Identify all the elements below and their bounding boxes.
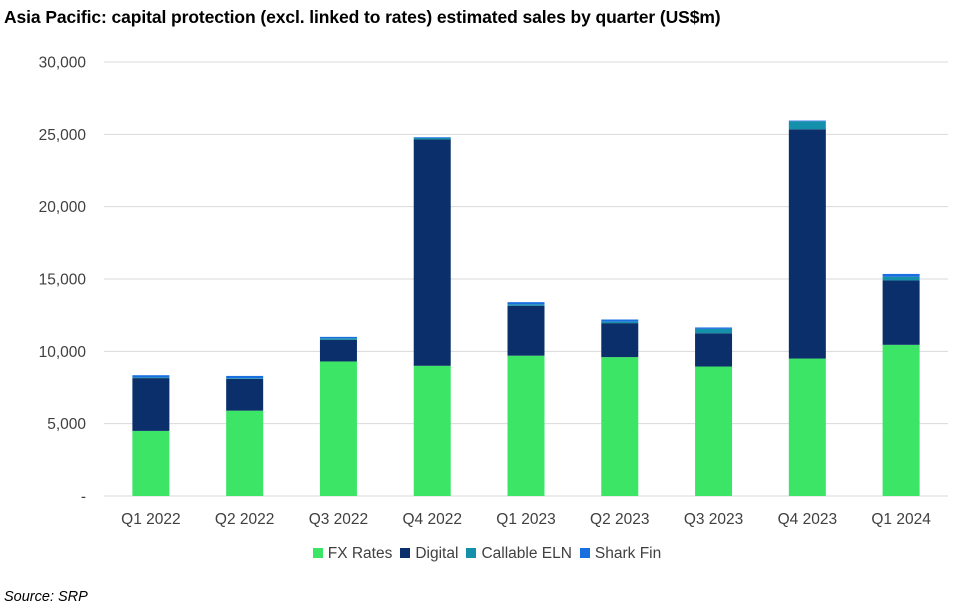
bar-shark-fin-q1-2022: [132, 375, 170, 378]
y-tick-label: 5,000: [47, 416, 86, 433]
bars: [132, 120, 920, 496]
x-tick-label: Q4 2023: [778, 511, 837, 528]
bar-shark-fin-q3-2023: [695, 327, 733, 329]
bar-digital-q3-2023: [695, 333, 733, 367]
bar-callable-eln-q1-2024: [882, 276, 920, 281]
x-tick-label: Q1 2022: [121, 511, 180, 528]
bar-fx-rates-q3-2022: [319, 361, 357, 496]
y-tick-label: 25,000: [39, 127, 87, 144]
source-note: Source: SRP: [4, 589, 88, 605]
bar-digital-q4-2022: [413, 139, 451, 366]
legend-swatch: [579, 548, 590, 558]
y-axis: - 5,000 10,000 15,000 20,000 25,000 30,000: [39, 55, 87, 506]
bar-callable-eln-q2-2022: [226, 378, 264, 379]
x-tick-label: Q1 2023: [496, 511, 555, 528]
bar-digital-q4-2023: [788, 129, 826, 359]
x-tick-label: Q1 2024: [871, 511, 931, 528]
legend-label: Callable ELN: [481, 545, 572, 562]
bar-callable-eln-q3-2023: [695, 328, 733, 334]
bar-digital-q1-2024: [882, 280, 920, 345]
bar-digital-q2-2022: [226, 378, 264, 411]
bar-callable-eln-q4-2023: [788, 121, 826, 130]
legend-swatch: [312, 548, 323, 558]
bar-fx-rates-q2-2022: [226, 410, 264, 496]
bar-fx-rates-q3-2023: [695, 366, 733, 496]
bar-callable-eln-q3-2022: [319, 338, 357, 340]
y-tick-label: 30,000: [39, 55, 87, 72]
bar-shark-fin-q4-2022: [413, 137, 451, 138]
legend-label: FX Rates: [327, 545, 393, 562]
x-tick-label: Q4 2022: [402, 511, 461, 528]
bar-shark-fin-q4-2023: [788, 120, 826, 122]
bar-callable-eln-q1-2022: [132, 377, 170, 379]
bar-digital-q1-2022: [132, 378, 170, 431]
bar-callable-eln-q4-2022: [413, 137, 451, 140]
legend-label: Shark Fin: [594, 545, 662, 562]
bar-fx-rates-q1-2023: [507, 355, 545, 496]
x-axis: Q1 2022 Q2 2022 Q3 2022 Q4 2022 Q1 2023 Q2 20…: [121, 511, 931, 528]
bar-shark-fin-q2-2023: [601, 319, 639, 322]
y-tick-label: 20,000: [39, 199, 87, 216]
y-tick-label: -: [81, 489, 86, 506]
bar-shark-fin-q1-2024: [882, 273, 920, 277]
bar-digital-q3-2022: [319, 339, 357, 362]
y-tick-label: 10,000: [39, 344, 87, 361]
x-tick-label: Q3 2022: [309, 511, 368, 528]
bar-shark-fin-q2-2022: [226, 375, 264, 379]
y-tick-label: 15,000: [39, 272, 87, 289]
legend-item-digital: Digital: [400, 545, 458, 563]
bar-shark-fin-q3-2022: [319, 336, 357, 339]
legend-swatch: [466, 548, 477, 558]
bar-digital-q1-2023: [507, 305, 545, 356]
x-tick-label: Q2 2022: [215, 511, 274, 528]
x-tick-label: Q2 2023: [590, 511, 649, 528]
chart-title: Asia Pacific: capital protection (excl. …: [4, 7, 721, 27]
legend-label: Digital: [415, 545, 459, 562]
bar-shark-fin-q1-2023: [507, 302, 545, 305]
legend-swatch: [400, 548, 411, 558]
legend-item-shark-fin: Shark Fin: [579, 545, 662, 563]
x-tick-label: Q3 2023: [684, 511, 743, 528]
legend-item-callable-eln: Callable ELN: [466, 545, 572, 563]
bar-fx-rates-q4-2023: [788, 358, 826, 496]
bar-fx-rates-q1-2022: [132, 430, 170, 496]
bar-digital-q2-2023: [601, 323, 639, 358]
bar-callable-eln-q2-2023: [601, 321, 639, 324]
stacked-bar-chart: - 5,000 10,000 15,000 20,000 25,000 30,000 Q1 …: [39, 55, 948, 528]
legend: FX Rates Digital Callable ELN Shark Fin: [0, 545, 974, 563]
bar-fx-rates-q2-2023: [601, 357, 639, 496]
bar-fx-rates-q1-2024: [882, 344, 920, 496]
legend-item-fx-rates: FX Rates: [312, 545, 393, 563]
bar-fx-rates-q4-2022: [413, 365, 451, 496]
bar-callable-eln-q1-2023: [507, 304, 545, 306]
